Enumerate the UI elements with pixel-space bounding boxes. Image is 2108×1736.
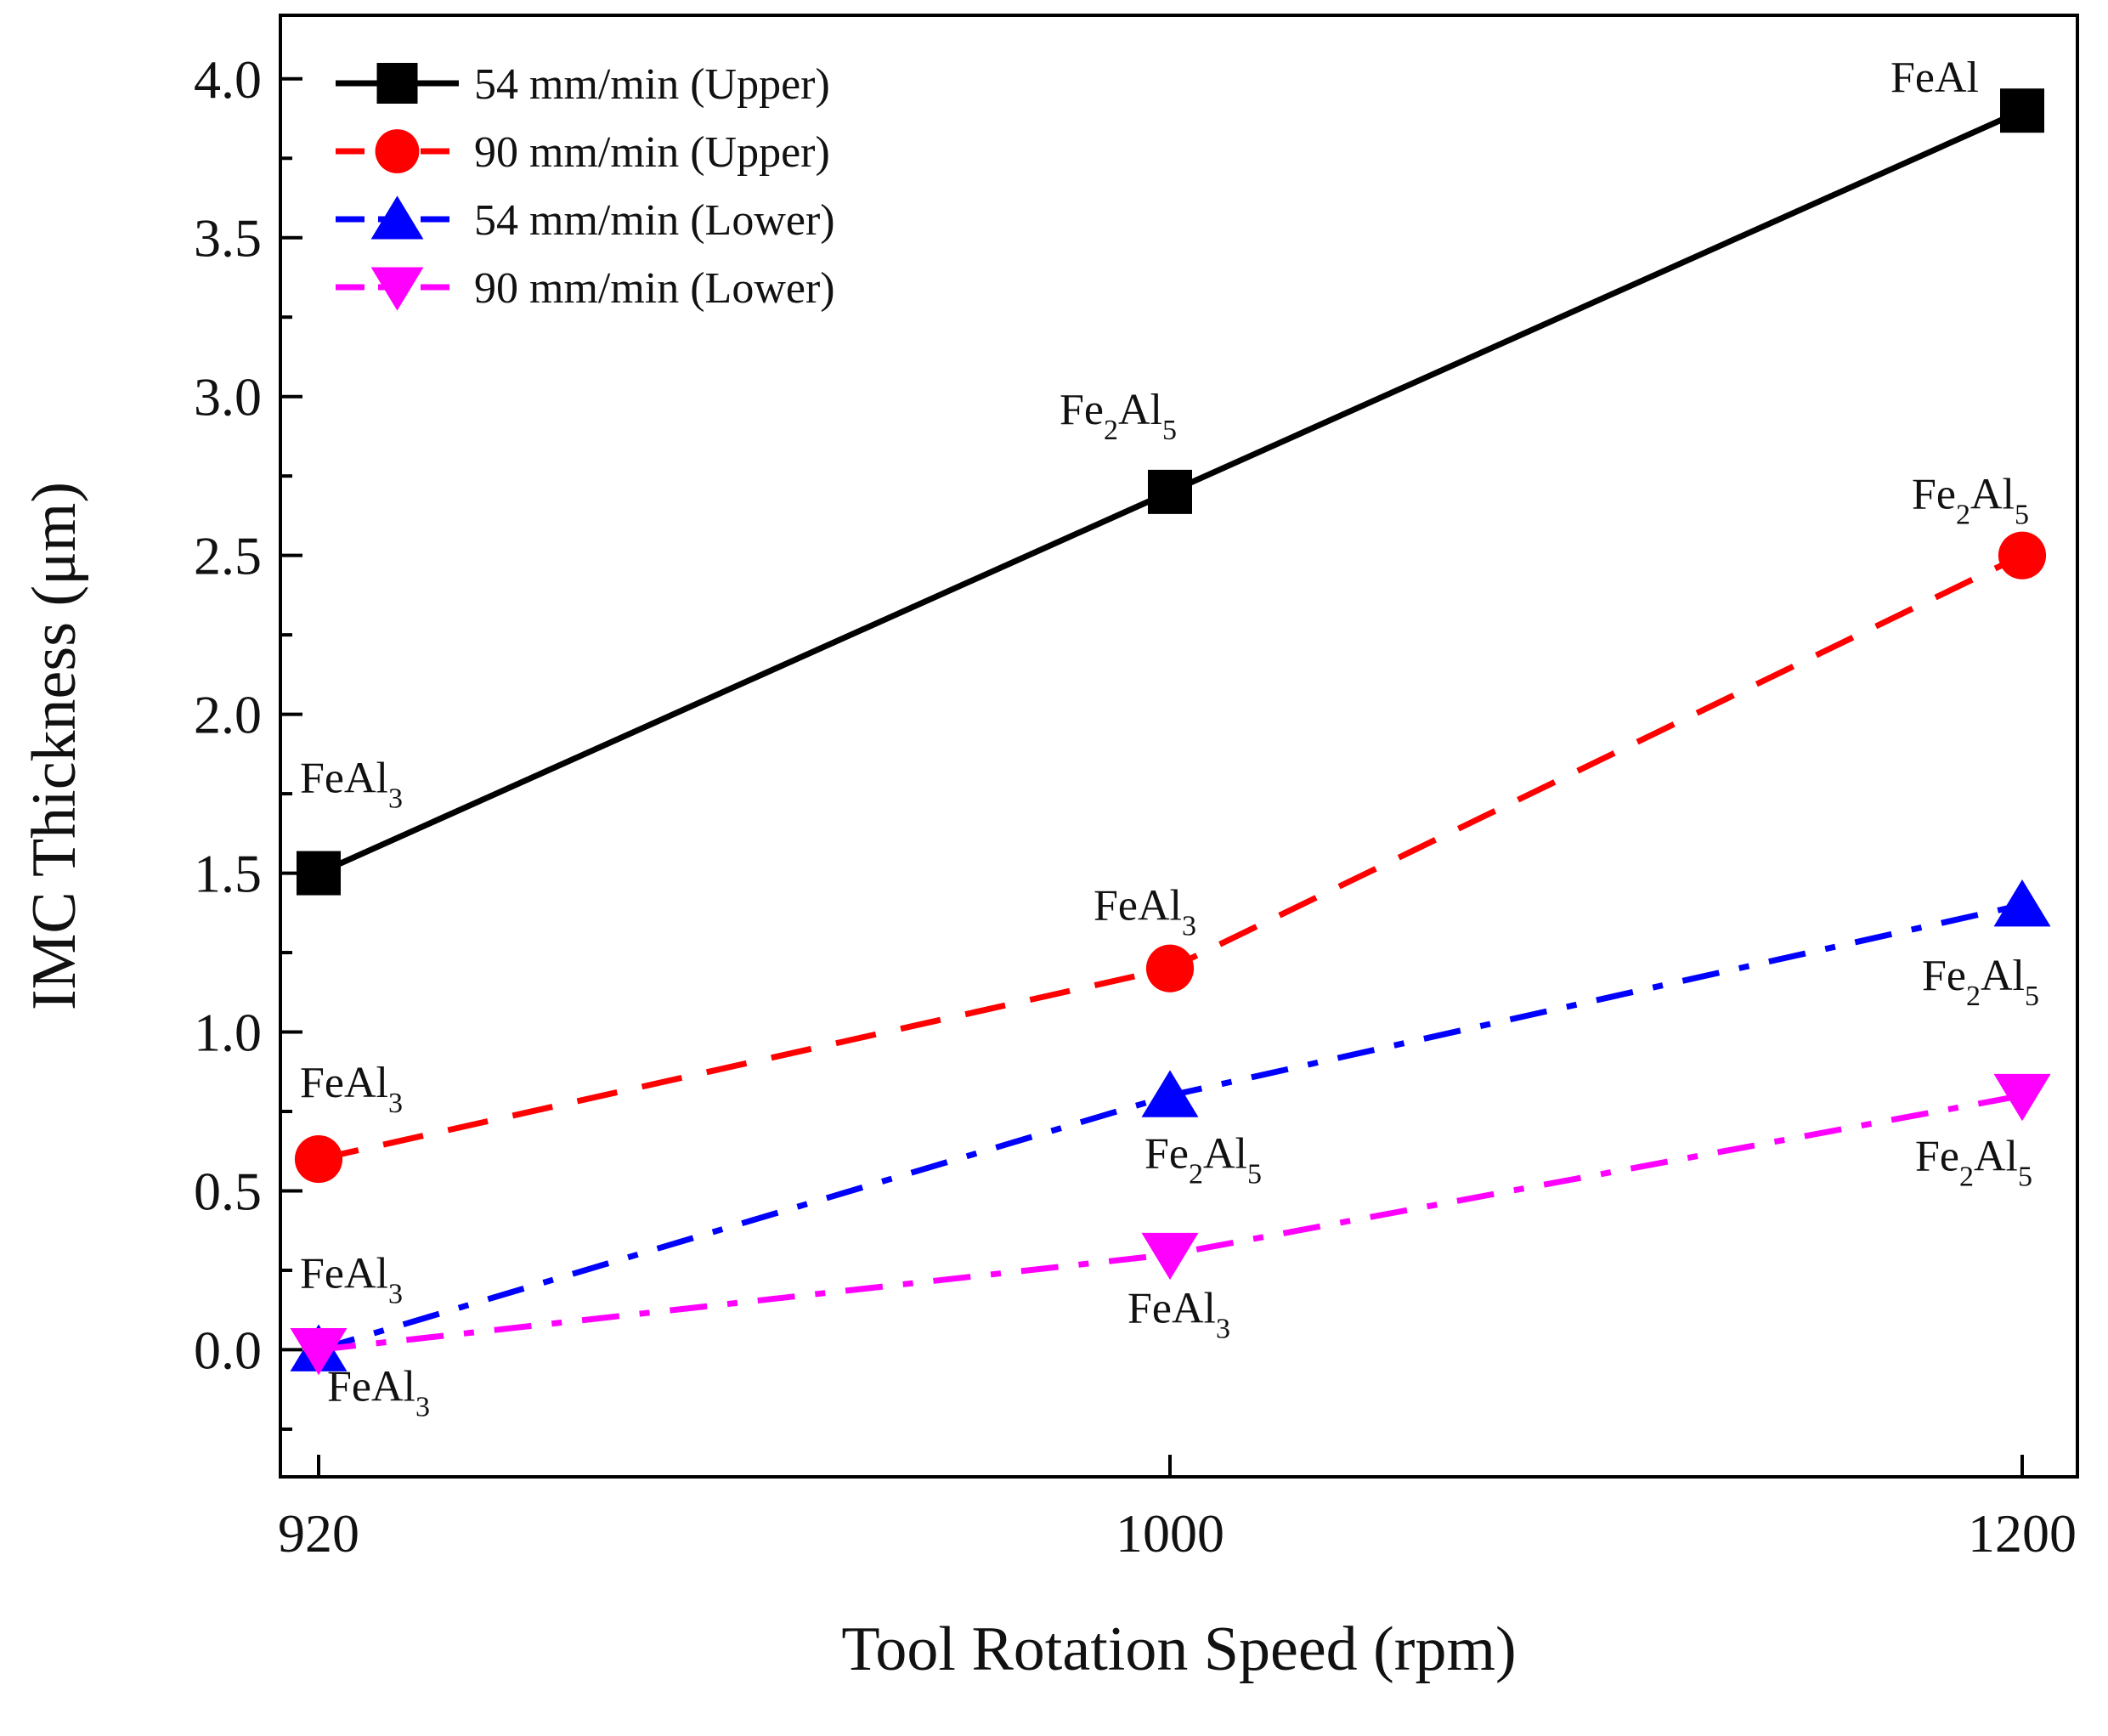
legend-label: 54 mm/min (Upper) (474, 60, 830, 109)
legend-label: 54 mm/min (Lower) (474, 196, 835, 245)
phase-annotation-part: Al (1974, 1132, 2018, 1180)
y-tick-label: 0.0 (194, 1320, 262, 1380)
x-tick-label: 1000 (1116, 1503, 1224, 1564)
y-tick-label: 4.0 (194, 49, 262, 110)
data-point (2000, 88, 2044, 133)
y-tick-label: 3.0 (194, 367, 262, 427)
phase-annotation-part: Fe (1144, 1129, 1189, 1178)
x-tick-label: 920 (278, 1503, 359, 1564)
phase-annotation-part: FeAl (1890, 54, 1979, 102)
data-point (1993, 1073, 2051, 1122)
phase-annotation-subscript: 5 (1247, 1158, 1262, 1190)
data-point (1141, 1232, 1199, 1281)
phase-annotation-part: Fe (1060, 386, 1104, 434)
phase-annotation: Fe2Al5 (1144, 1129, 1262, 1190)
x-axis-title: Tool Rotation Speed (rpm) (841, 1614, 1516, 1684)
legend-marker (375, 129, 420, 173)
y-tick-label: 0.5 (194, 1161, 262, 1221)
y-tick-label: 3.5 (194, 208, 262, 269)
data-point (1145, 944, 1195, 992)
legend-label: 90 mm/min (Lower) (474, 264, 835, 313)
axes-group: 0.0 0.5 1.0 1.5 2.0 2.5 3.0 3.5 4.0 920 1000 1200 (194, 14, 2079, 1564)
data-point (290, 1328, 348, 1376)
data-point (1148, 469, 1192, 514)
phase-annotation-part: Al (1118, 386, 1162, 434)
phase-annotation-subscript: 3 (1216, 1313, 1230, 1344)
legend: 54 mm/min (Upper) 90 mm/min (Upper) 54 mm/… (336, 60, 835, 313)
phase-annotation: Fe2Al5 (1912, 471, 2029, 531)
legend-marker (370, 195, 424, 240)
legend-label: 90 mm/min (Upper) (474, 128, 830, 177)
x-tick-label: 1200 (1968, 1503, 2077, 1564)
legend-marker (376, 63, 418, 104)
phase-annotation: Fe2Al5 (1922, 952, 2039, 1012)
phase-annotation-part: FeAl (300, 755, 388, 803)
phase-annotation-subscript: 2 (1956, 500, 1970, 531)
phase-annotation-subscript: 2 (1189, 1158, 1203, 1190)
phase-annotation-subscript: 3 (388, 783, 403, 815)
phase-annotation: FeAl3 (1094, 882, 1196, 942)
phase-annotation-part: Fe (1922, 952, 1966, 1000)
phase-annotation-subscript: 3 (415, 1391, 430, 1422)
y-axis-title: IMC Thickness (μm) (20, 482, 89, 1010)
data-point (297, 851, 341, 896)
y-tick-label: 2.0 (194, 685, 262, 745)
phase-annotation-part: FeAl (1127, 1284, 1216, 1332)
phase-annotation: FeAl3 (300, 1249, 403, 1309)
phase-annotation-subscript: 5 (2025, 981, 2039, 1012)
phase-annotation: FeAl3 (1127, 1284, 1230, 1344)
phase-annotation-subscript: 2 (1966, 981, 1981, 1012)
phase-annotation-part: FeAl (300, 1059, 388, 1107)
phase-annotation: FeAl (1890, 54, 1979, 102)
data-point (294, 1135, 343, 1184)
y-tick-label: 1.0 (194, 1003, 262, 1063)
phase-annotation: FeAl3 (300, 1059, 403, 1119)
legend-marker (370, 267, 424, 311)
phase-annotation-part: FeAl (300, 1249, 388, 1298)
phase-annotation-part: FeAl (1094, 882, 1182, 930)
data-point (1998, 531, 2047, 580)
plot-frame (279, 14, 2079, 1479)
phase-annotation: Fe2Al5 (1915, 1132, 2032, 1192)
phase-annotation-subscript: 5 (1162, 415, 1177, 446)
phase-annotation-subscript: 3 (1182, 911, 1196, 942)
phase-annotation-part: Al (1203, 1129, 1247, 1178)
phase-annotation-subscript: 2 (1104, 415, 1118, 446)
phase-annotation-part: Al (1970, 471, 2015, 519)
data-point (1993, 879, 2051, 927)
data-point (1141, 1070, 1199, 1117)
phase-annotation: FeAl3 (327, 1362, 430, 1422)
phase-annotation-subscript: 3 (388, 1278, 403, 1309)
phase-annotation: FeAl3 (300, 755, 403, 815)
phase-annotation-part: Fe (1912, 471, 1956, 519)
series-group (290, 88, 2051, 1376)
phase-annotation-part: Al (1981, 952, 2025, 1000)
phase-annotation-part: FeAl (327, 1362, 415, 1411)
phase-annotation-subscript: 5 (2015, 500, 2029, 531)
phase-annotation-subscript: 3 (388, 1088, 403, 1119)
phase-annotation-part: Fe (1915, 1132, 1959, 1180)
y-tick-label: 1.5 (194, 844, 262, 904)
y-tick-label: 2.5 (194, 526, 262, 586)
annotations-group: FeAl3Fe2Al5FeAlFeAl3FeAl3Fe2Al5FeAl3Fe2A… (300, 54, 2039, 1422)
series-line (318, 552, 2024, 1162)
phase-annotation-subscript: 5 (2018, 1161, 2032, 1192)
phase-annotation: Fe2Al5 (1060, 386, 1177, 446)
phase-annotation-subscript: 2 (1959, 1161, 1974, 1192)
